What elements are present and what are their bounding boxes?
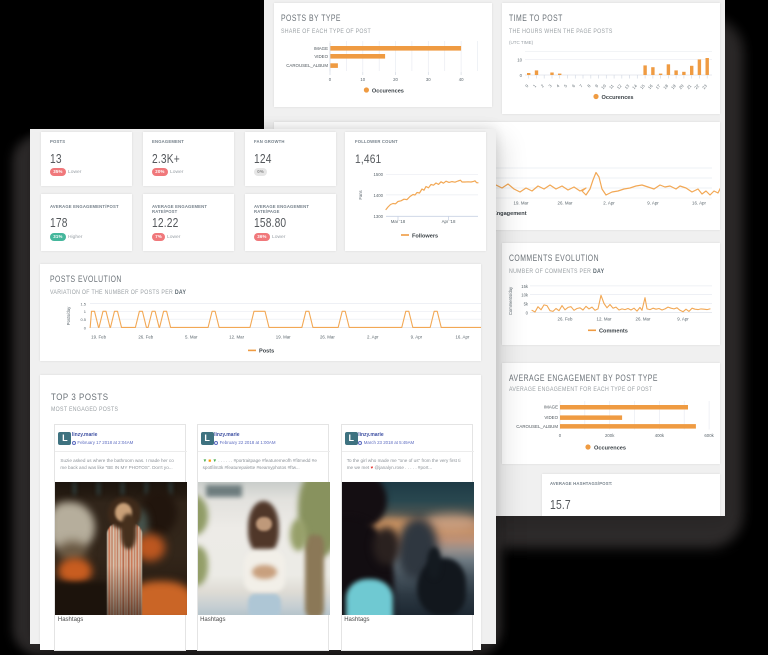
svg-text:1500: 1500 — [373, 172, 383, 177]
svg-text:19. Feb: 19. Feb — [91, 335, 106, 340]
svg-text:12. Mar: 12. Mar — [597, 317, 612, 322]
svg-text:22: 22 — [693, 83, 700, 90]
svg-text:600k: 600k — [704, 433, 714, 438]
svg-text:1.5: 1.5 — [80, 301, 86, 306]
svg-text:0: 0 — [84, 325, 87, 330]
svg-text:IMAGE: IMAGE — [544, 405, 558, 410]
svg-text:21: 21 — [686, 83, 693, 90]
svg-text:19. Mar: 19. Mar — [276, 335, 291, 340]
svg-text:15: 15 — [639, 83, 646, 90]
svg-text:Followers: Followers — [412, 233, 438, 239]
svg-text:Engagement: Engagement — [493, 211, 527, 217]
svg-text:9: 9 — [594, 83, 600, 89]
svg-text:0: 0 — [329, 77, 332, 82]
svg-text:4: 4 — [555, 83, 561, 89]
svg-text:0: 0 — [526, 310, 529, 315]
svg-text:Fans: Fans — [358, 190, 363, 199]
svg-text:9. Apr: 9. Apr — [647, 201, 659, 206]
svg-text:30: 30 — [426, 77, 431, 82]
svg-text:5: 5 — [563, 83, 569, 89]
svg-text:200k: 200k — [605, 433, 615, 438]
svg-text:26. Feb: 26. Feb — [558, 317, 573, 322]
svg-text:10: 10 — [600, 83, 607, 90]
svg-text:Comments: Comments — [599, 329, 628, 335]
svg-text:18: 18 — [662, 83, 669, 90]
svg-text:10: 10 — [517, 58, 522, 63]
svg-text:20: 20 — [393, 77, 398, 82]
svg-text:10: 10 — [360, 77, 365, 82]
svg-text:1: 1 — [84, 309, 87, 314]
svg-text:Comments/day: Comments/day — [508, 286, 513, 315]
svg-text:26. Mar: 26. Mar — [558, 201, 573, 206]
svg-text:0: 0 — [559, 433, 562, 438]
svg-text:1400: 1400 — [373, 192, 383, 197]
svg-text:0: 0 — [524, 83, 530, 89]
svg-text:16. Apr: 16. Apr — [455, 335, 469, 340]
svg-text:0: 0 — [520, 73, 523, 78]
svg-text:16: 16 — [647, 83, 654, 90]
svg-text:14: 14 — [631, 83, 638, 90]
svg-text:12: 12 — [616, 83, 623, 90]
svg-text:40: 40 — [459, 77, 464, 82]
svg-text:VIDEO: VIDEO — [314, 54, 328, 59]
svg-text:12. Mar: 12. Mar — [229, 335, 244, 340]
svg-text:6: 6 — [571, 83, 577, 89]
svg-text:0.5: 0.5 — [80, 317, 86, 322]
svg-text:16. Apr: 16. Apr — [692, 201, 706, 206]
svg-text:19: 19 — [670, 83, 677, 90]
svg-text:CAROUSEL_ALBUM: CAROUSEL_ALBUM — [516, 424, 558, 429]
svg-text:19. Mar: 19. Mar — [514, 201, 529, 206]
svg-text:400k: 400k — [655, 433, 665, 438]
svg-text:26. Feb: 26. Feb — [138, 335, 153, 340]
svg-text:Occurences: Occurences — [372, 88, 404, 94]
svg-text:8: 8 — [586, 83, 592, 89]
svg-text:3: 3 — [547, 83, 553, 89]
svg-text:13: 13 — [624, 83, 631, 90]
svg-text:23: 23 — [701, 83, 708, 90]
svg-text:Mar '18: Mar '18 — [391, 219, 406, 224]
svg-text:5k: 5k — [524, 301, 529, 306]
svg-text:2: 2 — [540, 83, 546, 89]
svg-text:Apr '18: Apr '18 — [442, 219, 456, 224]
svg-text:11: 11 — [608, 83, 615, 90]
svg-text:20: 20 — [678, 83, 685, 90]
svg-text:9. Apr: 9. Apr — [677, 317, 689, 322]
svg-text:Occurences: Occurences — [602, 95, 634, 101]
svg-text:5. Mar: 5. Mar — [185, 335, 198, 340]
svg-text:26. Mar: 26. Mar — [636, 317, 651, 322]
svg-text:10k: 10k — [521, 292, 529, 297]
svg-text:9. Apr: 9. Apr — [411, 335, 423, 340]
svg-text:26. Mar: 26. Mar — [320, 335, 335, 340]
svg-text:Occurences: Occurences — [594, 445, 626, 451]
svg-text:IMAGE: IMAGE — [314, 46, 328, 51]
svg-text:CAROUSEL_ALBUM: CAROUSEL_ALBUM — [286, 63, 328, 68]
svg-text:1300: 1300 — [373, 214, 383, 219]
svg-text:17: 17 — [655, 83, 662, 90]
svg-text:Posts: Posts — [259, 349, 274, 355]
svg-text:2. Apr: 2. Apr — [367, 335, 379, 340]
svg-text:2. Apr: 2. Apr — [603, 201, 615, 206]
svg-text:Posts/day: Posts/day — [66, 306, 71, 325]
svg-text:VIDEO: VIDEO — [544, 415, 558, 420]
svg-text:15k: 15k — [521, 284, 529, 289]
svg-text:1: 1 — [532, 83, 538, 89]
svg-text:7: 7 — [578, 83, 584, 89]
